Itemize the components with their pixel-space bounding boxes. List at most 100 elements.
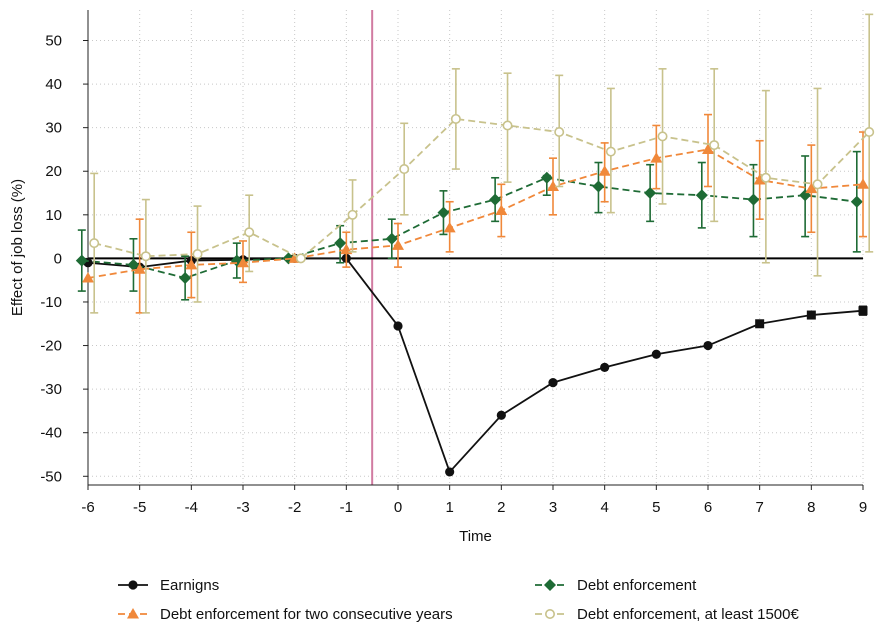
data-point <box>496 410 506 420</box>
x-tick-label: 2 <box>497 499 505 516</box>
data-point <box>657 131 668 142</box>
legend-marker <box>128 580 138 590</box>
y-tick-label: -10 <box>40 294 62 311</box>
data-point <box>399 164 410 175</box>
data-point <box>857 178 869 189</box>
data-point <box>747 193 760 206</box>
series-at_least_1500 <box>89 13 875 314</box>
data-point <box>554 127 565 138</box>
data-point <box>695 189 708 202</box>
data-point <box>437 206 450 219</box>
data-point <box>548 377 558 388</box>
data-point <box>540 171 553 184</box>
series-line <box>93 117 870 260</box>
series-two_consecutive <box>82 113 869 314</box>
data-point <box>702 143 714 154</box>
data-point <box>650 152 663 163</box>
legend-item-earnings: Earnigns <box>118 577 219 594</box>
x-tick-label: 0 <box>394 499 402 516</box>
y-tick-label: 40 <box>45 76 62 93</box>
x-tick-label: -2 <box>288 499 301 516</box>
data-point <box>443 221 456 233</box>
y-axis-title: Effect of job loss (%) <box>9 179 26 316</box>
data-point <box>82 272 94 283</box>
x-tick-label: -6 <box>81 499 94 516</box>
x-tick-label: 9 <box>859 499 867 516</box>
data-point <box>445 467 455 477</box>
series-earnings <box>83 253 868 477</box>
y-tick-label: 20 <box>45 163 62 180</box>
legend-label: Debt enforcement, at least 1500€ <box>577 606 799 623</box>
y-tick-label: -20 <box>40 338 62 355</box>
data-point <box>812 179 823 190</box>
legend-label: Debt enforcement <box>577 577 697 594</box>
series-line <box>87 257 864 474</box>
data-point <box>547 180 559 191</box>
data-point <box>192 249 203 260</box>
legend-item-two_consecutive: Debt enforcement for two consecutive yea… <box>118 606 453 623</box>
legend-label: Earnigns <box>160 577 219 594</box>
x-tick-label: 1 <box>445 499 453 516</box>
legend: Earnigns Debt enforcement Debt enforcement… <box>118 577 799 623</box>
grid-layer <box>87 10 864 485</box>
legend-marker <box>127 608 139 619</box>
data-point <box>393 321 403 331</box>
y-tick-label: -40 <box>40 425 62 442</box>
data-point <box>75 254 88 267</box>
data-point <box>864 127 875 138</box>
data-point <box>605 146 616 157</box>
data-point <box>295 253 306 264</box>
y-tick-label: 30 <box>45 120 62 137</box>
y-tick-label: 50 <box>45 33 62 50</box>
legend-marker <box>544 579 556 591</box>
series-debt_enforcement <box>75 150 863 301</box>
legend-label: Debt enforcement for two consecutive yea… <box>160 606 453 623</box>
y-tick-label: 0 <box>54 250 62 267</box>
x-tick-label: -4 <box>185 499 198 516</box>
data-point <box>140 251 151 262</box>
series-layer <box>75 13 875 477</box>
x-axis-title: Time <box>459 528 492 545</box>
data-point <box>600 362 610 372</box>
data-point <box>489 193 502 206</box>
data-point <box>850 195 863 208</box>
legend-marker <box>544 608 555 619</box>
x-tick-label: -3 <box>236 499 249 516</box>
data-point <box>703 340 713 351</box>
x-tick-label: -1 <box>340 499 353 516</box>
data-point <box>237 256 249 268</box>
data-point <box>244 227 255 238</box>
legend-item-at_least_1500: Debt enforcement, at least 1500€ <box>535 606 799 623</box>
data-point <box>450 113 461 124</box>
data-point <box>127 258 140 271</box>
data-point <box>858 306 868 316</box>
x-tick-label: 5 <box>652 499 660 516</box>
data-point <box>502 120 513 131</box>
x-tick-label: -5 <box>133 499 146 516</box>
data-point <box>805 182 818 194</box>
data-point <box>385 232 398 245</box>
y-tick-label: -50 <box>40 468 62 485</box>
data-point <box>392 239 404 250</box>
data-point <box>133 263 146 274</box>
data-point <box>179 272 192 285</box>
y-tick-label: -30 <box>40 381 62 398</box>
x-tick-label: 6 <box>704 499 712 516</box>
series-line <box>81 176 857 279</box>
data-point <box>598 165 611 176</box>
x-tick-label: 4 <box>600 499 608 516</box>
legend-item-debt_enforcement: Debt enforcement <box>535 577 697 594</box>
data-point <box>89 238 100 249</box>
y-tick-label: 10 <box>45 207 62 224</box>
data-point <box>709 140 720 151</box>
x-tick-label: 8 <box>807 499 815 516</box>
data-point <box>806 310 816 320</box>
data-point <box>592 180 605 193</box>
data-point <box>334 237 347 250</box>
data-point <box>185 258 198 270</box>
data-point <box>755 319 765 329</box>
data-point <box>644 187 657 200</box>
x-tick-label: 3 <box>549 499 557 516</box>
